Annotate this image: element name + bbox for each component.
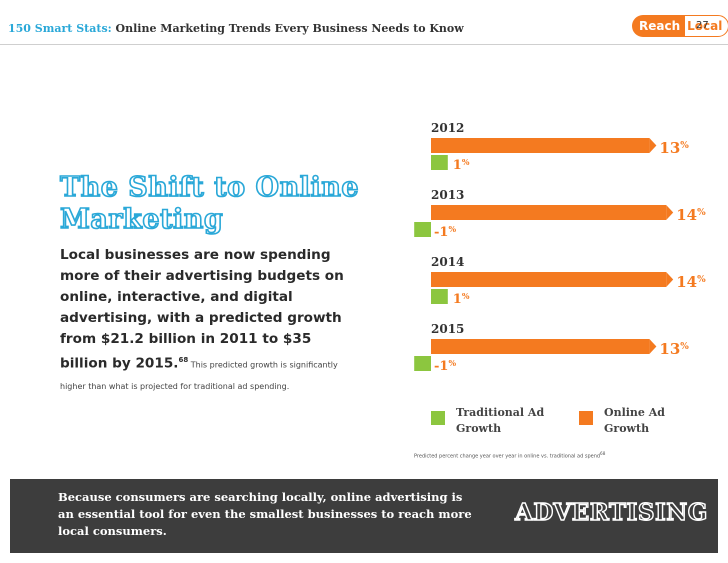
traditional-value-label-2012: 1% [453,157,470,173]
footer-banner: Because consumers are searching locally,… [10,479,718,553]
traditional-bar-2013 [414,222,431,237]
traditional-value-unit-2014: % [462,291,470,301]
body-small: This predicted growth is significantly h… [60,360,338,391]
legend-swatch-traditional [431,411,445,425]
chart-svg: 2012 13% 1% 2013 14% -1% 2014 14% 1% 2015 13% -1% [414,121,706,374]
title-rest: Online Marketing Trends Every Business N… [111,22,464,35]
traditional-bar-2012 [431,155,448,170]
traditional-bar-2014 [431,289,448,304]
traditional-value-unit-2012: % [462,157,470,167]
online-value-unit-2014: % [697,275,706,285]
online-value-label-2013: 14% [676,206,706,224]
title-prefix: 150 Smart Stats: [8,22,112,35]
body-text: Local businesses are now spending more o… [60,245,360,396]
online-bar-2013 [431,205,667,220]
online-bar-tip-2015 [649,339,657,354]
legend-swatch-online [579,411,593,425]
legend-label-online: Online Ad Growth [604,406,665,435]
online-value-unit-2012: % [680,141,689,151]
year-label-2013: 2013 [431,188,464,202]
traditional-value-label-2015: -1% [434,358,456,374]
section-headline: The Shift to Online Marketing [59,171,360,236]
traditional-value-label-2013: -1% [434,224,456,240]
online-bar-tip-2014 [666,272,674,287]
online-bar-2012 [431,138,650,153]
chart-caption: Predicted percent change year over year … [414,451,605,460]
online-bar-tip-2013 [666,205,674,220]
caption-footnote-ref: 68 [600,451,606,456]
year-label-2015: 2015 [431,322,464,336]
online-value-unit-2013: % [697,208,706,218]
document-title: 150 Smart Stats: Online Marketing Trends… [8,22,464,35]
header-divider [0,44,728,45]
online-value-label-2015: 13% [659,340,689,358]
year-label-2012: 2012 [431,121,464,135]
year-label-2014: 2014 [431,255,464,269]
logo-reach-text: Reach [632,15,685,37]
traditional-value-label-2014: 1% [453,291,470,307]
traditional-value-unit-2013: % [448,224,456,234]
traditional-value-unit-2015: % [448,358,456,368]
ad-growth-chart: 2012 13% 1% 2013 14% -1% 2014 14% 1% 2015 13% -1% [400,115,720,460]
body-footnote-ref: 68 [178,356,189,364]
footer-category: ADVERTISING [514,498,708,526]
traditional-bar-2015 [414,356,431,371]
body-main: Local businesses are now spending more o… [60,247,344,372]
online-bar-tip-2012 [649,138,657,153]
page-header: 150 Smart Stats: Online Marketing Trends… [0,0,728,48]
online-value-unit-2015: % [680,342,689,352]
online-bar-2015 [431,339,650,354]
online-bar-2014 [431,272,667,287]
footer-message: Because consumers are searching locally,… [58,490,472,538]
online-value-label-2014: 14% [676,273,706,291]
caption-text: Predicted percent change year over year … [414,453,601,460]
legend-label-traditional: Traditional Ad Growth [456,406,545,435]
online-value-label-2012: 13% [659,139,689,157]
page-number: 27 [696,20,709,31]
logo-local-text: Local [684,15,728,37]
